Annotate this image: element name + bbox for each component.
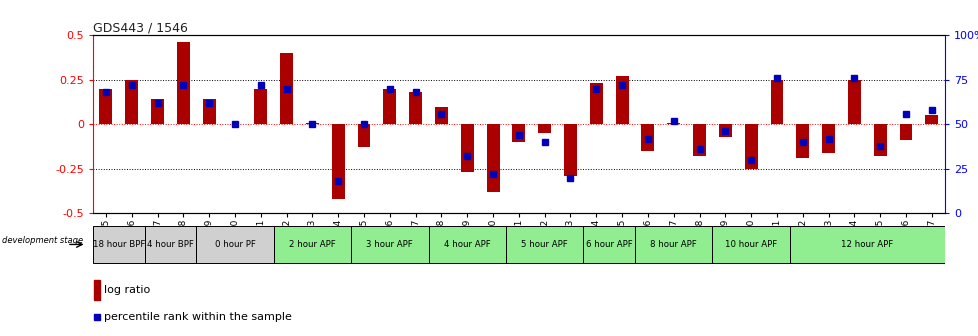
Bar: [511, 124, 525, 142]
Text: 2 hour APF: 2 hour APF: [289, 240, 335, 249]
Text: log ratio: log ratio: [105, 285, 151, 295]
Bar: [789, 226, 944, 263]
Text: 0 hour PF: 0 hour PF: [214, 240, 255, 249]
Bar: [718, 124, 731, 137]
Bar: [615, 76, 628, 124]
Bar: [692, 124, 705, 156]
Bar: [409, 92, 422, 124]
Bar: [434, 107, 447, 124]
Bar: [538, 124, 551, 133]
Text: GDS443 / 1546: GDS443 / 1546: [93, 21, 188, 34]
Bar: [100, 89, 112, 124]
Text: 12 hour APF: 12 hour APF: [840, 240, 893, 249]
Bar: [332, 124, 344, 199]
Text: 10 hour APF: 10 hour APF: [725, 240, 777, 249]
Bar: [712, 226, 789, 263]
Bar: [95, 280, 100, 300]
Bar: [196, 226, 274, 263]
Bar: [506, 226, 583, 263]
Bar: [899, 124, 911, 140]
Bar: [202, 99, 215, 124]
Bar: [274, 226, 351, 263]
Text: percentile rank within the sample: percentile rank within the sample: [105, 312, 291, 323]
Bar: [125, 80, 138, 124]
Bar: [93, 226, 145, 263]
Bar: [383, 89, 396, 124]
Bar: [635, 226, 712, 263]
Text: 4 hour APF: 4 hour APF: [443, 240, 490, 249]
Bar: [667, 123, 680, 124]
Bar: [744, 124, 757, 169]
Bar: [351, 226, 428, 263]
Text: 18 hour BPF: 18 hour BPF: [93, 240, 145, 249]
Bar: [641, 124, 653, 151]
Text: 8 hour APF: 8 hour APF: [649, 240, 696, 249]
Bar: [563, 124, 576, 176]
Text: 4 hour BPF: 4 hour BPF: [147, 240, 194, 249]
Bar: [151, 99, 163, 124]
Bar: [486, 124, 499, 192]
Bar: [177, 42, 190, 124]
Bar: [795, 124, 809, 158]
Bar: [589, 83, 602, 124]
Bar: [461, 124, 473, 172]
Bar: [583, 226, 635, 263]
Bar: [305, 123, 319, 124]
Text: 5 hour APF: 5 hour APF: [520, 240, 567, 249]
Text: 3 hour APF: 3 hour APF: [366, 240, 413, 249]
Bar: [770, 80, 782, 124]
Bar: [254, 89, 267, 124]
Bar: [280, 53, 292, 124]
Bar: [924, 116, 937, 124]
Text: development stage: development stage: [2, 236, 83, 245]
Bar: [822, 124, 834, 153]
Bar: [872, 124, 886, 156]
Text: 6 hour APF: 6 hour APF: [585, 240, 632, 249]
Bar: [428, 226, 506, 263]
Bar: [357, 124, 370, 148]
Bar: [847, 80, 860, 124]
Bar: [145, 226, 196, 263]
